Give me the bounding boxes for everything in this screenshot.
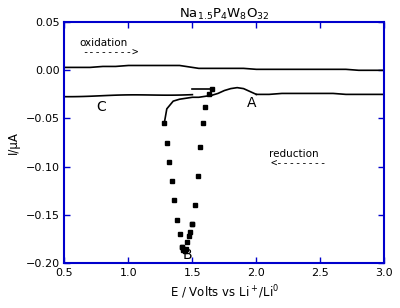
Text: A: A (247, 96, 257, 110)
Text: B: B (183, 248, 192, 262)
Y-axis label: I/μA: I/μA (7, 131, 20, 154)
Text: C: C (96, 100, 106, 114)
Text: <--------: <-------- (270, 159, 327, 169)
X-axis label: E / Volts vs Li$^+$/Li$^0$: E / Volts vs Li$^+$/Li$^0$ (170, 283, 279, 301)
Text: -------->: --------> (82, 48, 139, 58)
Text: reduction: reduction (269, 149, 319, 159)
Text: oxidation: oxidation (80, 38, 128, 48)
Title: Na$_{1.5}$P$_4$W$_8$O$_{32}$: Na$_{1.5}$P$_4$W$_8$O$_{32}$ (179, 7, 270, 22)
